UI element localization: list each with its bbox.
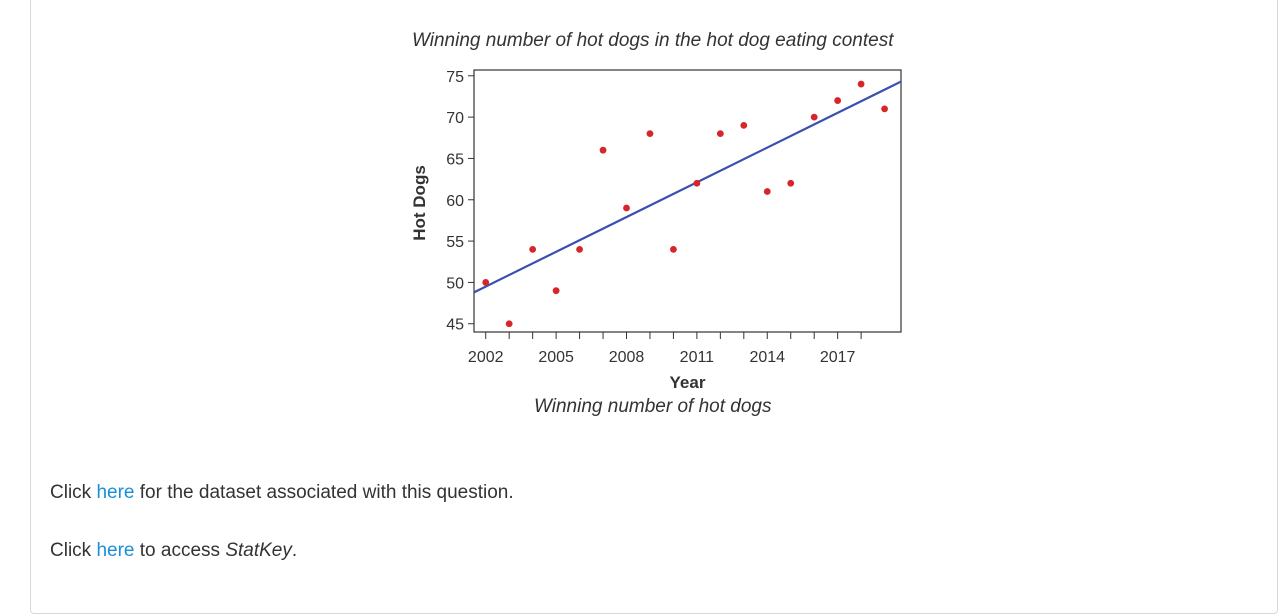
data-point	[482, 279, 490, 286]
y-tick-label: 60	[446, 193, 464, 210]
y-axis-label: Hot Dogs	[410, 165, 429, 241]
chart-title: Winning number of hot dogs in the hot do…	[412, 30, 894, 51]
x-tick-label: 2011	[680, 349, 715, 366]
x-axis-label: Year	[670, 373, 706, 392]
dataset-suffix: for the dataset associated with this que…	[134, 482, 514, 503]
data-point	[740, 121, 748, 129]
data-point	[670, 245, 677, 253]
data-point	[763, 188, 771, 195]
dataset-prefix: Click	[50, 482, 97, 503]
x-tick-label: 2008	[609, 349, 645, 366]
plot-frame	[473, 69, 902, 333]
data-point	[857, 80, 865, 88]
y-tick-label: 45	[446, 317, 464, 334]
statkey-suffix: .	[291, 540, 298, 561]
data-point	[529, 245, 537, 253]
y-tick-label: 55	[446, 234, 464, 251]
y-tick-label: 65	[446, 151, 464, 168]
statkey-link[interactable]: here	[96, 540, 135, 561]
data-point	[505, 320, 513, 328]
y-tick-label: 70	[446, 110, 464, 127]
x-tick-label: 2005	[538, 349, 574, 366]
statkey-name: StatKey	[225, 540, 292, 561]
data-point	[787, 179, 795, 187]
data-point	[646, 130, 654, 138]
figure-caption: Winning number of hot dogs	[534, 396, 772, 417]
data-point	[881, 105, 888, 113]
x-tick-label: 2014	[749, 349, 785, 366]
dataset-paragraph: Click here for the dataset associated wi…	[50, 482, 514, 504]
data-point	[576, 245, 583, 253]
x-tick-label: 2017	[820, 349, 856, 366]
statkey-paragraph: Click here to access StatKey.	[50, 540, 297, 562]
data-point	[599, 146, 607, 154]
data-point	[834, 97, 842, 104]
dataset-link[interactable]: here	[96, 482, 135, 503]
question-card	[30, 0, 1278, 614]
data-point	[623, 204, 630, 212]
y-tick-label: 50	[446, 275, 464, 292]
data-point	[552, 287, 560, 295]
data-point	[716, 130, 724, 138]
y-tick-label: 75	[446, 69, 464, 86]
regression-line	[473, 80, 902, 294]
statkey-middle: to access	[134, 540, 226, 561]
data-point	[810, 113, 818, 121]
x-tick-label: 2002	[468, 349, 504, 366]
statkey-prefix: Click	[50, 540, 97, 561]
data-point	[693, 179, 701, 187]
